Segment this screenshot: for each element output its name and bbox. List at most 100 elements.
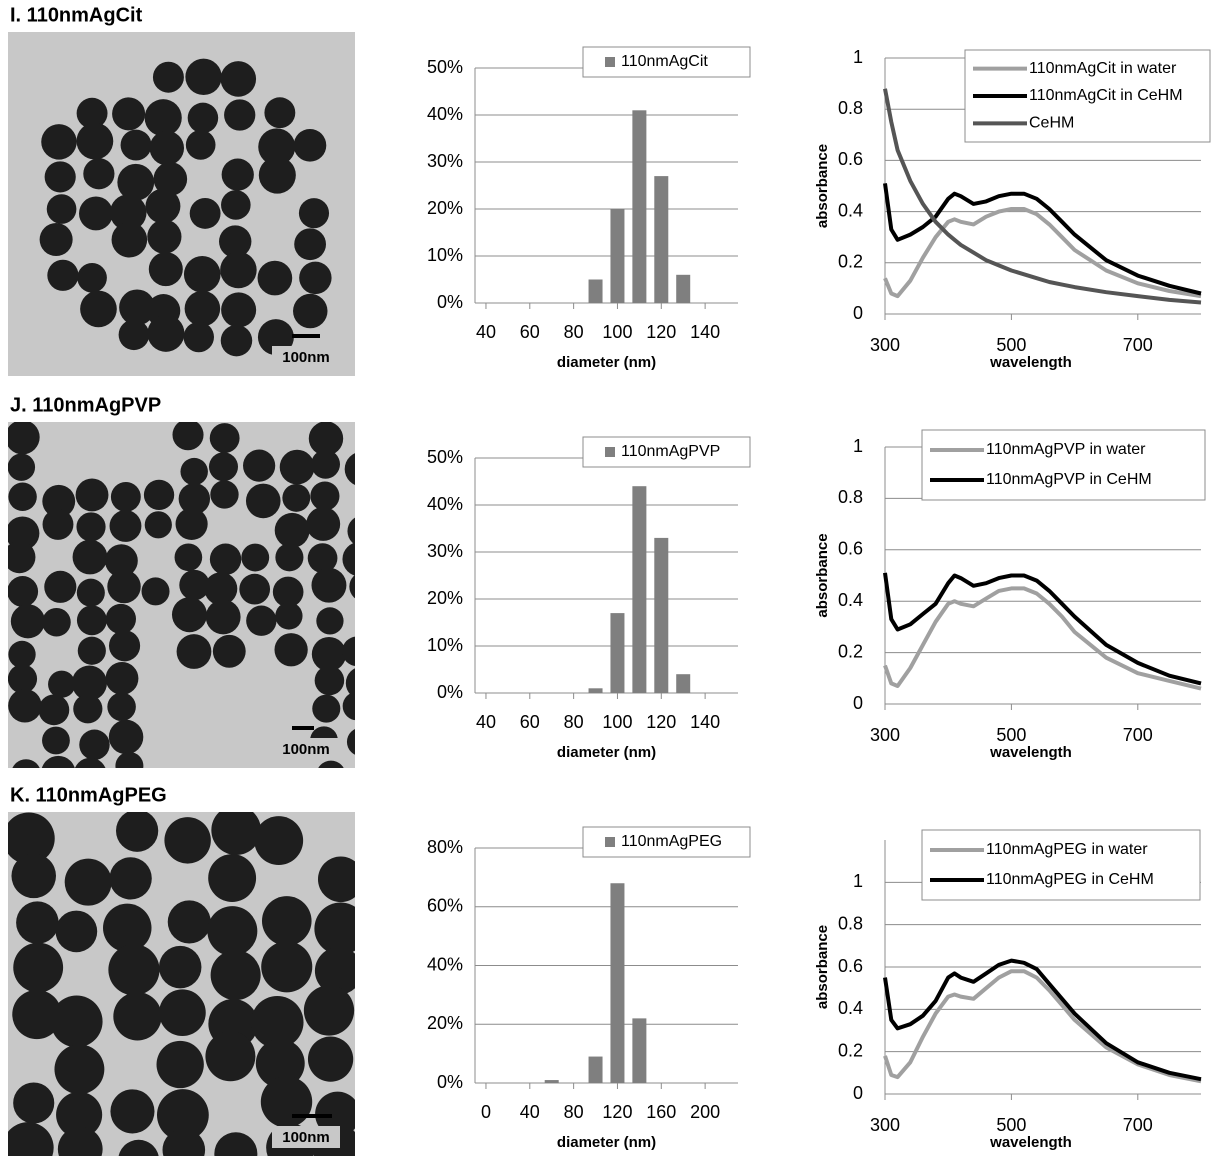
- x-axis-title: wavelength: [989, 744, 1072, 761]
- bar: [610, 209, 625, 303]
- particle: [76, 578, 105, 607]
- particle: [345, 668, 355, 698]
- particle: [211, 812, 261, 855]
- particle: [239, 573, 271, 605]
- particle: [47, 259, 79, 291]
- particle: [64, 858, 112, 906]
- panel-title: K. 110nmAgPEG: [10, 784, 167, 806]
- y-tick-label: 50%: [427, 57, 463, 77]
- panel-title: I. 110nmAgCit: [10, 4, 143, 26]
- particles: [8, 812, 355, 1156]
- particle: [12, 989, 62, 1040]
- line: [883, 183, 1202, 296]
- x-tick-label: 100: [602, 322, 632, 342]
- line: [883, 969, 1202, 1084]
- particle: [272, 576, 304, 608]
- particle: [279, 449, 315, 485]
- x-tick-label: 40: [476, 322, 496, 342]
- particle: [214, 1132, 258, 1156]
- particle: [208, 452, 239, 482]
- particle: [42, 607, 71, 637]
- particle: [8, 482, 37, 511]
- particle: [258, 128, 296, 166]
- y-tick-label: 0.4: [838, 590, 863, 610]
- particle: [83, 158, 115, 190]
- particle: [207, 906, 258, 957]
- particle: [210, 480, 239, 509]
- particle: [75, 478, 109, 512]
- particle: [144, 99, 182, 137]
- bar: [676, 274, 691, 303]
- particle: [178, 483, 211, 515]
- particle: [220, 324, 253, 357]
- particle: [108, 630, 141, 662]
- particle: [314, 665, 345, 696]
- particles: [8, 422, 355, 768]
- particle: [111, 221, 148, 258]
- particle: [293, 293, 328, 329]
- particle: [8, 689, 42, 723]
- particle: [314, 947, 355, 995]
- particle: [109, 510, 142, 542]
- particle: [212, 634, 246, 668]
- particle: [120, 129, 152, 161]
- particle: [183, 256, 221, 293]
- y-axis-title: absorbance: [814, 144, 831, 228]
- particle: [115, 751, 144, 768]
- y-tick-label: 40%: [427, 954, 463, 974]
- particle: [167, 900, 211, 944]
- particle: [117, 163, 155, 201]
- particle: [185, 58, 222, 96]
- x-axis-title: diameter (nm): [557, 354, 656, 371]
- particle: [8, 640, 36, 669]
- particle: [174, 543, 203, 572]
- particle: [145, 188, 181, 224]
- y-tick-label: 40%: [427, 104, 463, 124]
- y-tick-label: 0.4: [838, 200, 863, 220]
- particle: [312, 694, 341, 723]
- scale-label-bg: [272, 1126, 340, 1148]
- particle: [274, 633, 308, 667]
- y-tick-label: 20%: [427, 198, 463, 218]
- particle: [185, 130, 216, 160]
- particle: [261, 896, 312, 946]
- x-tick-label: 500: [996, 725, 1026, 745]
- particle: [141, 577, 170, 606]
- particle: [76, 512, 106, 542]
- particle: [13, 1082, 55, 1124]
- particle: [179, 569, 210, 601]
- particle: [158, 945, 202, 989]
- legend-box: [921, 829, 1201, 901]
- legend-label: 110nmAgPVP: [621, 443, 720, 460]
- particle: [110, 194, 147, 231]
- y-tick-label: 0.6: [838, 539, 863, 559]
- particle: [54, 1044, 105, 1095]
- particle: [8, 422, 40, 455]
- particle: [50, 995, 103, 1048]
- particle: [205, 1031, 256, 1082]
- y-tick-label: 0.8: [838, 98, 863, 118]
- particle: [105, 603, 136, 635]
- particle: [104, 544, 138, 578]
- y-tick-label: 10%: [427, 635, 463, 655]
- y-tick-label: 0: [853, 303, 863, 323]
- particle: [56, 1091, 103, 1138]
- x-tick-label: 80: [564, 712, 584, 732]
- particle: [264, 97, 296, 129]
- particle: [342, 636, 355, 667]
- x-tick-label: 140: [690, 322, 720, 342]
- particle: [210, 950, 261, 1001]
- particle: [79, 729, 110, 760]
- particle: [342, 691, 355, 721]
- x-tick-label: 120: [602, 1102, 632, 1122]
- particle: [42, 508, 74, 540]
- particle: [116, 812, 159, 852]
- x-tick-label: 500: [996, 1115, 1026, 1135]
- legend-label: 110nmAgCit in water: [1029, 60, 1177, 77]
- particle: [260, 1076, 313, 1128]
- bar: [588, 688, 603, 693]
- particle: [258, 156, 296, 194]
- particle: [346, 728, 355, 755]
- particle: [103, 903, 152, 953]
